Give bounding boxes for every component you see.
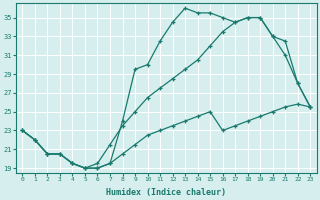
X-axis label: Humidex (Indice chaleur): Humidex (Indice chaleur) [106,188,226,197]
